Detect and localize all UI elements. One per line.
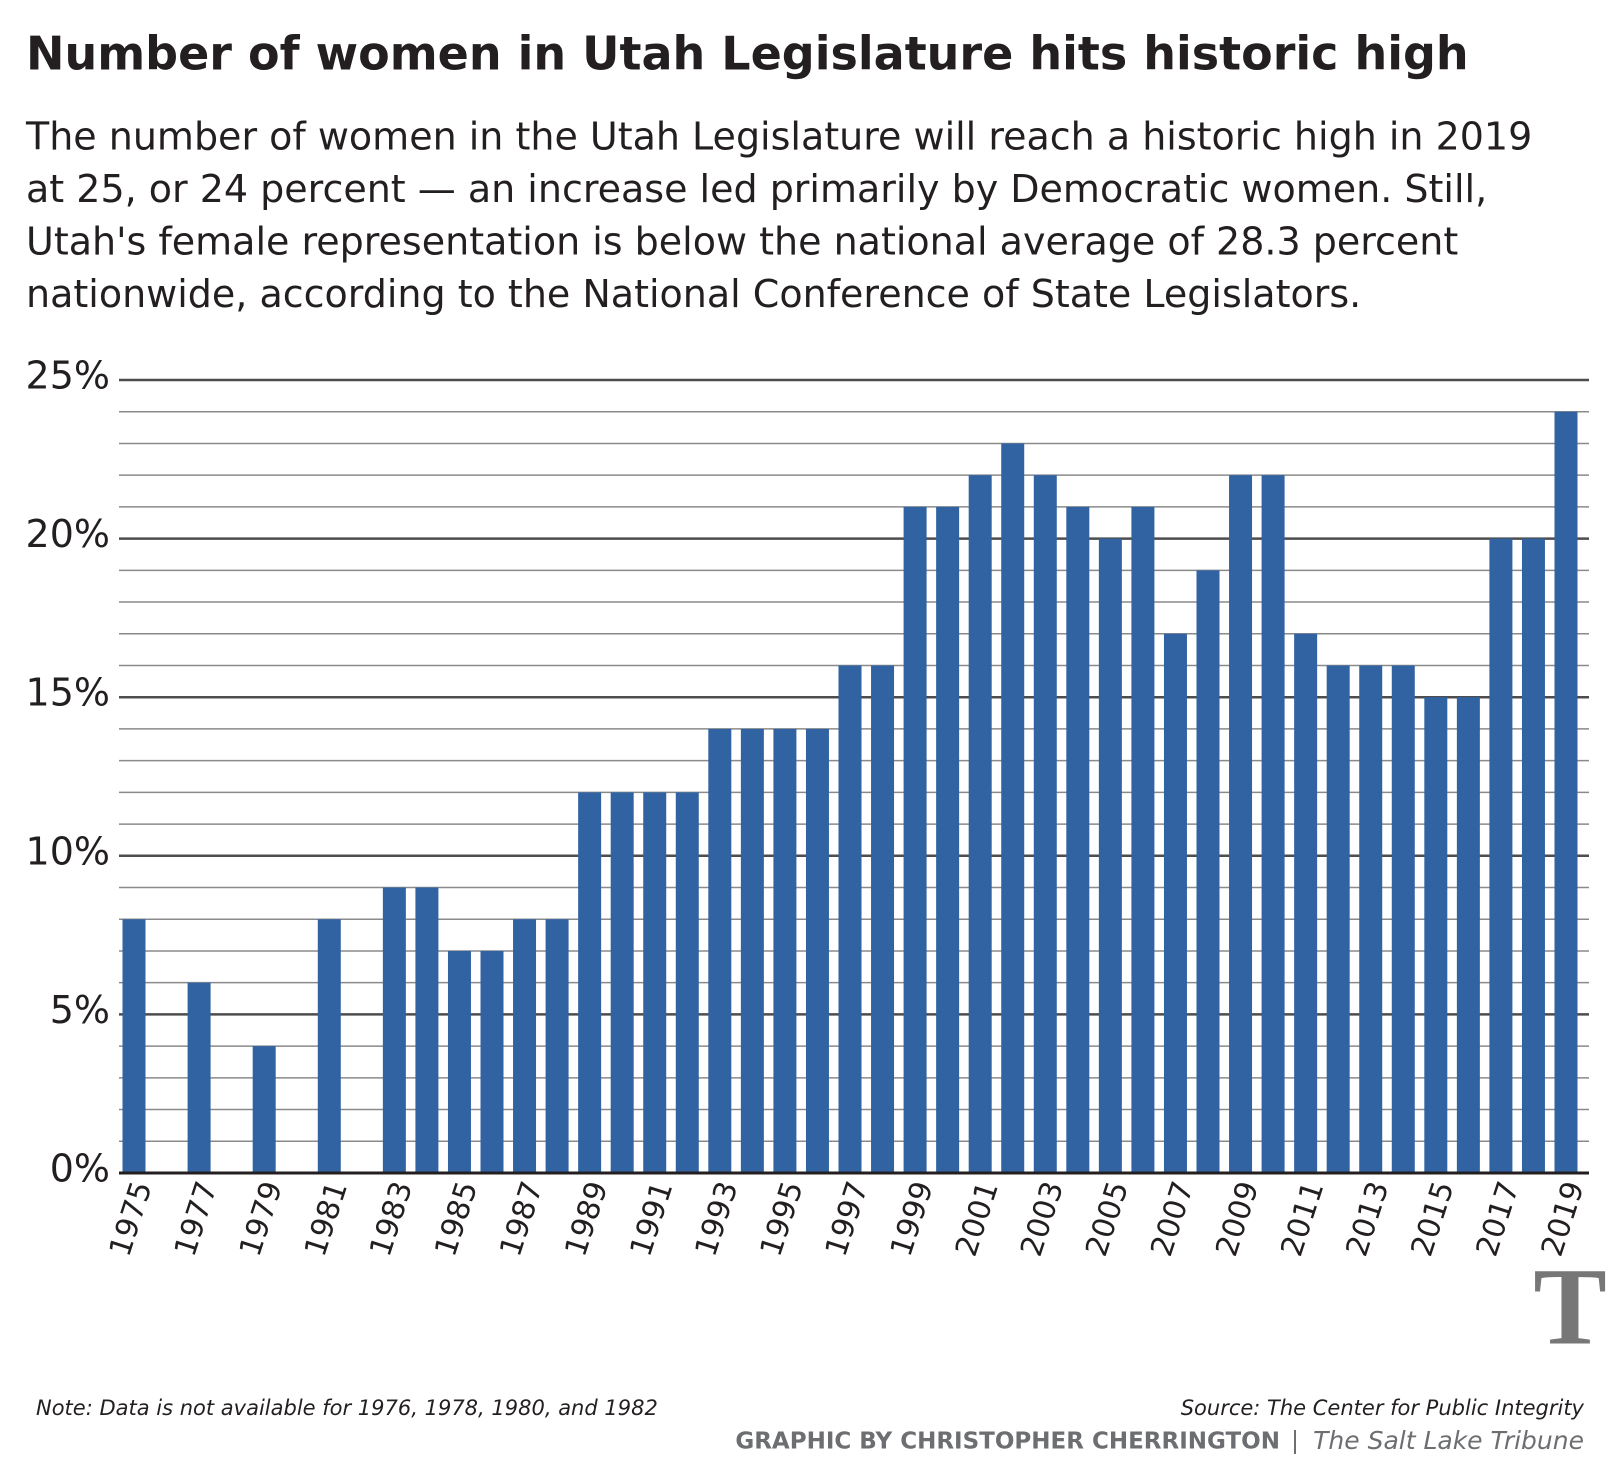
bar xyxy=(1066,506,1090,1173)
bar xyxy=(122,919,146,1173)
bar xyxy=(838,665,862,1173)
bar xyxy=(480,950,504,1173)
bar xyxy=(610,792,634,1173)
bar xyxy=(1521,538,1545,1173)
x-tick-label: 2001 xyxy=(949,1177,1006,1260)
bar xyxy=(317,919,341,1173)
bar xyxy=(545,919,569,1173)
source: Source: The Center for Public Integrity xyxy=(1181,1396,1585,1420)
bar xyxy=(805,728,829,1173)
bar xyxy=(675,792,699,1173)
x-tick-label: 1997 xyxy=(819,1177,876,1260)
logo: T xyxy=(1533,1245,1606,1367)
x-tick-label: 2009 xyxy=(1209,1177,1266,1260)
x-tick-label: 1981 xyxy=(298,1177,355,1260)
bar xyxy=(1033,475,1057,1173)
bar xyxy=(871,665,895,1173)
note: Note: Data is not available for 1976, 19… xyxy=(36,1396,658,1420)
y-tick-label: 10% xyxy=(26,829,110,873)
publication: The Salt Lake Tribune xyxy=(1313,1426,1584,1455)
bar xyxy=(1554,411,1578,1174)
bar xyxy=(382,887,406,1173)
bar xyxy=(1424,697,1448,1173)
y-tick-label: 20% xyxy=(26,512,110,556)
x-tick-label: 2011 xyxy=(1274,1177,1331,1260)
subtitle: Utah's female representation is below th… xyxy=(26,220,1458,264)
x-tick-label: 1985 xyxy=(428,1177,485,1260)
bar xyxy=(968,475,992,1173)
bar xyxy=(903,506,927,1173)
x-tick-label: 1983 xyxy=(363,1177,420,1260)
bar xyxy=(773,728,797,1173)
x-tick-label: 1987 xyxy=(493,1177,550,1260)
bar xyxy=(1001,443,1025,1173)
bar xyxy=(1489,538,1513,1173)
subtitle: nationwide, according to the National Co… xyxy=(26,272,1361,316)
bar xyxy=(643,792,667,1173)
bar xyxy=(936,506,960,1173)
x-tick-label: 1977 xyxy=(168,1177,225,1260)
bar xyxy=(1163,633,1187,1173)
bar xyxy=(1098,538,1122,1173)
x-tick-label: 2007 xyxy=(1144,1177,1201,1260)
x-tick-label: 1993 xyxy=(689,1177,746,1260)
y-tick-label: 25% xyxy=(26,354,110,398)
x-tick-label: 2013 xyxy=(1340,1177,1397,1260)
x-tick-label: 1991 xyxy=(624,1177,681,1260)
x-tick-label: 2005 xyxy=(1079,1177,1136,1260)
x-tick-label: 1989 xyxy=(558,1177,615,1260)
bar xyxy=(1131,506,1155,1173)
bar xyxy=(578,792,602,1173)
bar xyxy=(447,950,471,1173)
x-tick-label: 1995 xyxy=(754,1177,811,1260)
x-tick-label: 1979 xyxy=(233,1177,290,1260)
subtitle: at 25, or 24 percent — an increase led p… xyxy=(26,167,1487,211)
bar xyxy=(415,887,439,1173)
bar xyxy=(740,728,764,1173)
y-tick-label: 5% xyxy=(50,988,110,1032)
credit: GRAPHIC BY CHRISTOPHER CHERRINGTON xyxy=(735,1429,1280,1455)
bar xyxy=(708,728,732,1173)
bar xyxy=(1391,665,1415,1173)
x-tick-label: 2003 xyxy=(1014,1177,1071,1260)
bar xyxy=(1229,475,1253,1173)
x-tick-label: 2015 xyxy=(1405,1177,1462,1260)
subtitle: The number of women in the Utah Legislat… xyxy=(25,115,1532,159)
bar xyxy=(1326,665,1350,1173)
y-tick-label: 0% xyxy=(50,1147,110,1191)
x-tick-label: 2017 xyxy=(1470,1177,1527,1260)
bar xyxy=(1456,697,1480,1173)
bar xyxy=(1359,665,1383,1173)
bar xyxy=(1261,475,1285,1173)
x-tick-label: 1999 xyxy=(884,1177,941,1260)
bar xyxy=(252,1046,276,1173)
x-tick-label: 1975 xyxy=(103,1177,160,1260)
chart-title: Number of women in Utah Legislature hits… xyxy=(26,27,1469,81)
bar xyxy=(513,919,537,1173)
y-tick-label: 15% xyxy=(26,671,110,715)
bar xyxy=(187,982,211,1173)
bar xyxy=(1196,570,1220,1173)
bar xyxy=(1294,633,1318,1173)
